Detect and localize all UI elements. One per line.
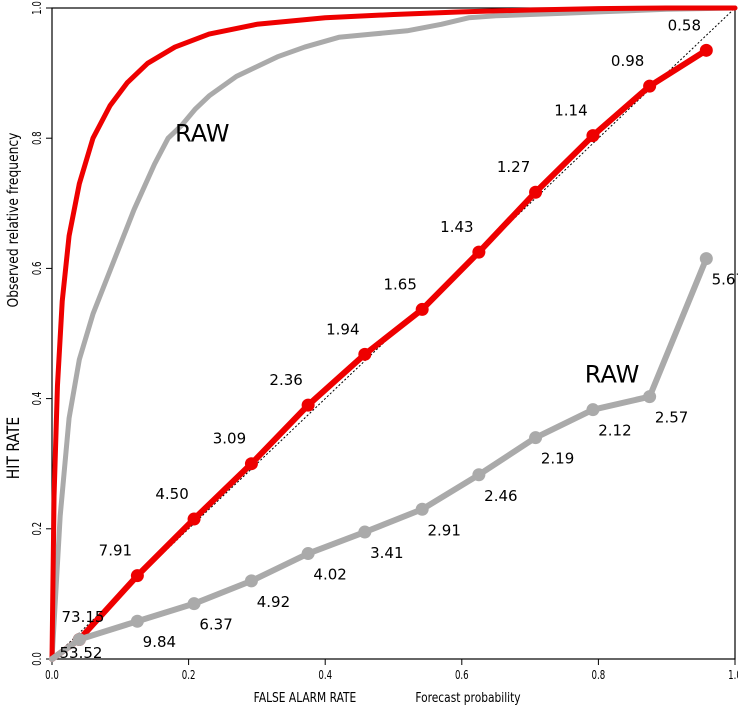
x-axis-label-false-alarm-rate: FALSE ALARM RATE [254,690,357,705]
reliability-point [301,398,315,412]
data-label: 1.14 [554,102,587,120]
reliability-point [472,468,486,482]
x-tick-label: 0.2 [182,669,196,683]
data-label: 2.46 [484,487,517,505]
reliability-point [415,302,429,316]
data-label: 0.98 [611,52,644,70]
roc-curve-line [49,5,738,662]
reliability-point [643,79,657,93]
roc-curves [49,5,738,662]
data-label: 2.12 [598,422,631,440]
reliability-point [529,185,543,199]
data-labels: 73.15 7.91 4.50 3.09 2.36 1.94 1.65 1.43 1.27 1.1… [60,16,738,662]
data-label: 4.50 [155,485,188,503]
reliability-point [358,347,372,361]
x-tick-label: 0.8 [592,669,606,683]
x-axis-label-forecast-probability: Forecast probability [415,690,520,705]
data-label: 4.92 [257,593,290,611]
data-label: 1.94 [326,320,359,338]
reliability-point [699,252,713,266]
reliability-point [244,574,258,588]
data-label: 3.09 [213,430,246,448]
reliability-point [301,547,315,561]
x-tick-label: 1.0 [728,669,738,683]
y-tick-label: 0.8 [31,131,45,145]
reliability-point [586,129,600,143]
y-axis-label-hit-rate: HIT RATE [4,417,24,479]
data-label: 73.15 [62,608,105,626]
axis-ticks: 0.0 0.2 0.4 0.6 0.8 1.0 0.0 0.2 0.4 0.6 0.8 1.0 [31,1,738,682]
raw-annotation: RAW [175,119,230,147]
data-label: 2.91 [427,521,460,539]
data-label: 7.91 [99,542,132,560]
reliability-point [415,502,429,516]
reliability-point [472,245,486,259]
data-label: 1.43 [440,218,473,236]
reliability-point [187,512,201,526]
data-label: 4.02 [313,566,346,584]
reliability-point [358,525,372,539]
reliability-point [72,632,86,646]
data-label: 1.27 [497,158,530,176]
x-tick-label: 0.0 [45,669,59,683]
reliability-point [130,569,144,583]
reliability-point [244,457,258,471]
reliability-point [586,403,600,417]
reliability-point [529,431,543,445]
y-tick-label: 0.2 [31,522,45,536]
data-label: 9.84 [143,633,176,651]
reliability-point [643,390,657,404]
y-axis-label-observed-relative-frequency: Observed relative frequency [5,133,22,308]
roc-curve-line [49,5,738,662]
reliability-point [699,43,713,57]
data-label: 3.41 [370,544,403,562]
data-label: 2.19 [541,450,574,468]
x-tick-label: 0.4 [318,669,332,683]
reliability-series [49,43,713,662]
data-label: 1.65 [383,275,416,293]
y-tick-label: 1.0 [31,1,45,15]
data-label: 5.67 [712,271,738,289]
raw-annotation: RAW [585,360,640,388]
plot-frame [51,7,736,660]
data-label: 53.52 [60,644,103,662]
reliability-point [130,614,144,628]
y-tick-label: 0.4 [31,391,45,405]
data-label: 2.57 [655,409,688,427]
annotations: RAW RAW [175,119,639,388]
reliability-point [187,597,201,611]
data-label: 6.37 [199,616,232,634]
x-tick-label: 0.6 [455,669,469,683]
y-tick-label: 0.6 [31,262,45,276]
y-tick-label: 0.0 [31,652,45,666]
data-label: 0.58 [668,16,701,34]
data-label: 2.36 [269,371,302,389]
